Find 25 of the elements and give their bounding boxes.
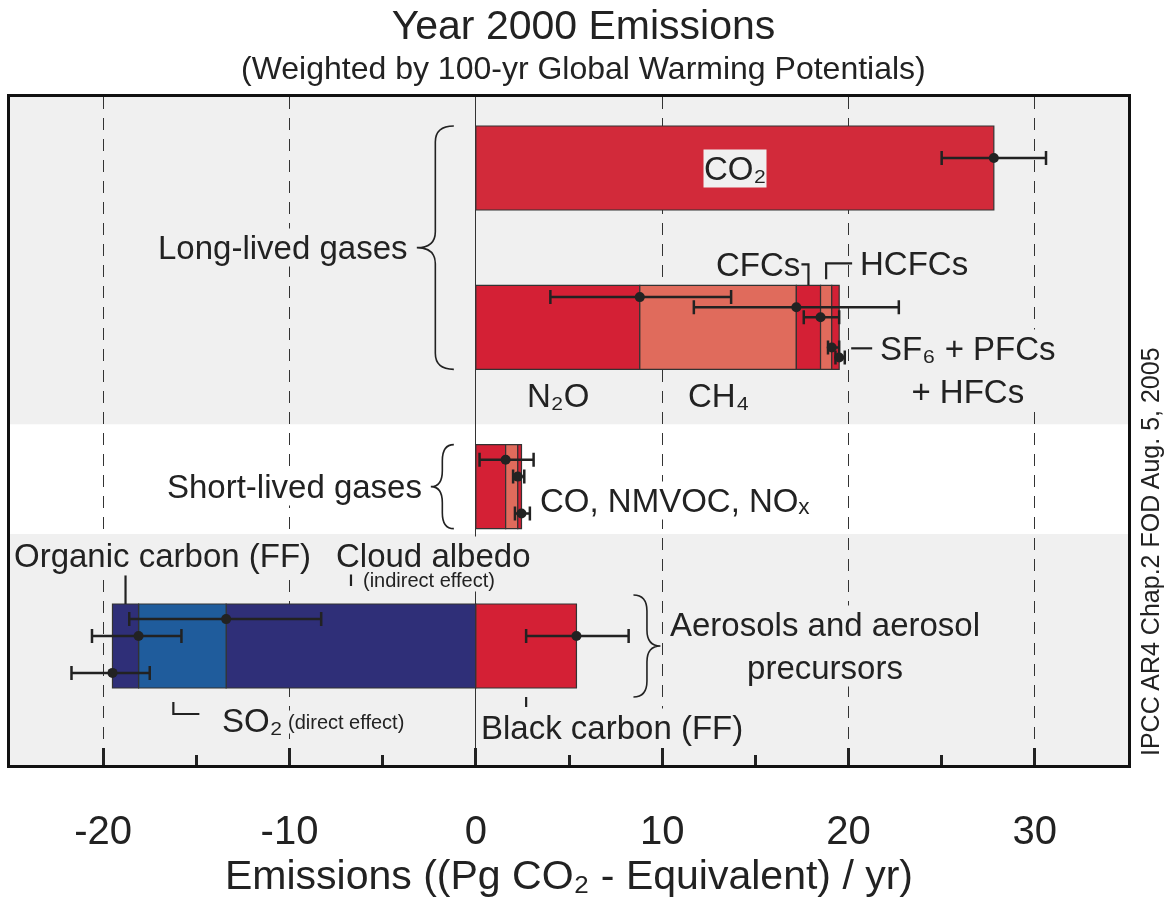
series-label: SO₂ bbox=[222, 702, 283, 739]
series-label: CO₂ bbox=[704, 150, 767, 187]
x-tick-label: -10 bbox=[260, 808, 319, 852]
x-tick-label: 0 bbox=[464, 808, 487, 852]
text: IPCC AR4 Chap.2 FOD Aug. 5, 2005 bbox=[1136, 347, 1164, 756]
x-axis-title: Emissions ((Pg CO₂ - Equivalent) / yr) bbox=[224, 852, 914, 898]
series-label: SF₆ + PFCs + HFCs bbox=[880, 330, 1056, 410]
series-label: Black carbon (FF) bbox=[481, 709, 744, 746]
annotation: (indirect effect) bbox=[363, 569, 495, 591]
series-label: HCFCs bbox=[860, 245, 969, 282]
x-tick-label: 20 bbox=[826, 808, 871, 852]
series-label: CH₄ bbox=[688, 377, 750, 414]
x-tick-label: -20 bbox=[74, 808, 133, 852]
annotation: Long-lived gases bbox=[158, 229, 408, 266]
annotation: Short-lived gases bbox=[167, 468, 422, 505]
annotation: (direct effect) bbox=[288, 711, 405, 733]
chart-subtitle: (Weighted by 100-yr Global Warming Potentials) bbox=[241, 50, 926, 86]
annotation: CO, NMVOC, NOₓ bbox=[540, 482, 810, 519]
x-tick-label: 10 bbox=[639, 808, 685, 852]
annotation: Aerosols and aerosol precursors bbox=[670, 606, 981, 686]
series-label: Organic carbon (FF) bbox=[14, 537, 312, 574]
x-tick-label: 30 bbox=[1012, 808, 1058, 852]
series-label: N₂O bbox=[527, 377, 590, 414]
chart-title: Year 2000 Emissions bbox=[391, 2, 776, 49]
series-label: CFCs bbox=[716, 246, 801, 283]
